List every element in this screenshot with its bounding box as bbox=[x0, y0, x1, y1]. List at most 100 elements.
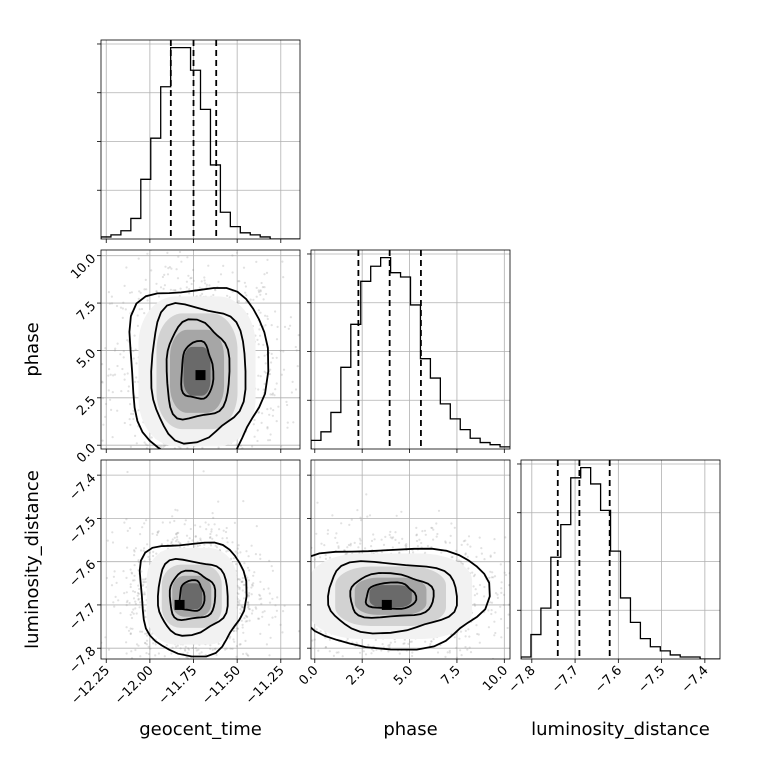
scatter-point bbox=[355, 641, 358, 644]
scatter-point bbox=[215, 534, 218, 537]
scatter-point bbox=[262, 298, 265, 301]
scatter-point bbox=[222, 529, 225, 532]
scatter-point bbox=[259, 293, 262, 296]
scatter-point bbox=[366, 515, 369, 518]
scatter-point bbox=[105, 576, 108, 580]
x-tick-label: −7.8 bbox=[506, 663, 539, 696]
scatter-point bbox=[292, 421, 295, 424]
scatter-point bbox=[348, 523, 351, 527]
scatter-point bbox=[242, 583, 245, 587]
scatter-point bbox=[336, 541, 339, 544]
scatter-point bbox=[168, 266, 171, 269]
scatter-point bbox=[113, 349, 116, 352]
scatter-point bbox=[144, 632, 147, 635]
scatter-point bbox=[289, 324, 292, 327]
scatter-point bbox=[493, 575, 497, 578]
scatter-point bbox=[188, 292, 191, 295]
scatter-point bbox=[106, 539, 109, 542]
scatter-point bbox=[271, 356, 274, 360]
scatter-point bbox=[225, 537, 228, 540]
scatter-point bbox=[382, 543, 386, 547]
scatter-point bbox=[111, 531, 114, 534]
scatter-point bbox=[236, 627, 239, 630]
scatter-point bbox=[252, 298, 255, 301]
scatter-point bbox=[132, 409, 135, 412]
scatter-point bbox=[270, 565, 273, 568]
scatter-point bbox=[395, 514, 398, 517]
histogram-geocent_time bbox=[101, 47, 300, 239]
y-tick-label: 10.0 bbox=[68, 251, 99, 282]
scatter-point bbox=[432, 638, 435, 641]
scatter-point bbox=[142, 578, 145, 581]
scatter-point bbox=[398, 541, 401, 545]
scatter-point bbox=[250, 612, 254, 615]
scatter-point bbox=[324, 557, 327, 561]
scatter-point bbox=[466, 555, 469, 558]
scatter-point bbox=[389, 536, 392, 539]
scatter-point bbox=[474, 588, 477, 591]
scatter-point bbox=[195, 649, 198, 652]
scatter-point bbox=[125, 576, 128, 580]
x-tick-label: 5.0 bbox=[391, 663, 416, 688]
scatter-point bbox=[264, 362, 267, 365]
scatter-point bbox=[357, 546, 360, 549]
scatter-point bbox=[246, 653, 249, 657]
scatter-point bbox=[489, 554, 492, 557]
x-tick-label: 2.5 bbox=[344, 663, 369, 688]
scatter-point bbox=[319, 630, 322, 633]
scatter-point bbox=[133, 550, 136, 553]
scatter-point bbox=[274, 388, 277, 391]
scatter-point bbox=[251, 583, 254, 586]
scatter-point bbox=[274, 615, 277, 618]
scatter-point bbox=[451, 555, 454, 559]
scatter-point bbox=[500, 636, 503, 639]
axes-frame bbox=[520, 459, 721, 660]
scatter-point bbox=[480, 552, 483, 555]
scatter-point bbox=[432, 528, 435, 531]
scatter-point bbox=[137, 560, 141, 564]
scatter-point bbox=[217, 280, 220, 283]
scatter-point bbox=[188, 537, 191, 540]
scatter-point bbox=[116, 364, 119, 368]
scatter-point bbox=[123, 421, 126, 425]
scatter-point bbox=[415, 534, 418, 537]
scatter-point bbox=[269, 407, 272, 410]
scatter-point bbox=[137, 592, 140, 595]
scatter-point bbox=[254, 606, 257, 609]
scatter-point bbox=[500, 591, 503, 595]
y-axis-label-luminosity_distance: luminosity_distance bbox=[22, 470, 43, 649]
scatter-point bbox=[244, 291, 247, 294]
scatter-point bbox=[187, 540, 190, 543]
scatter-point bbox=[226, 294, 229, 297]
scatter-point bbox=[259, 594, 262, 597]
scatter-point bbox=[125, 652, 128, 655]
scatter-point bbox=[130, 616, 134, 620]
scatter-point bbox=[259, 375, 262, 378]
scatter-point bbox=[319, 556, 322, 559]
x-axis-label-phase: phase bbox=[383, 719, 437, 740]
scatter-point bbox=[242, 266, 246, 269]
scatter-point bbox=[421, 530, 424, 533]
scatter-point bbox=[136, 591, 140, 595]
scatter-point bbox=[241, 626, 244, 629]
panel-luminosity_distance-hist: −7.8 −7.7 −7.6 −7.5 −7.4 luminosity_distance bbox=[506, 459, 721, 740]
scatter-point bbox=[140, 307, 144, 311]
scatter-point bbox=[135, 643, 139, 646]
scatter-point bbox=[235, 629, 238, 632]
scatter-point bbox=[159, 286, 163, 289]
scatter-point bbox=[480, 547, 483, 550]
scatter-point bbox=[175, 645, 178, 648]
scatter-point bbox=[398, 551, 401, 554]
scatter-point bbox=[239, 643, 242, 646]
scatter-point bbox=[129, 403, 132, 406]
scatter-point bbox=[359, 542, 362, 545]
scatter-point bbox=[178, 542, 181, 545]
scatter-point bbox=[145, 652, 148, 655]
scatter-point bbox=[420, 541, 423, 545]
scatter-point bbox=[483, 595, 486, 598]
scatter-point bbox=[180, 260, 183, 263]
scatter-point bbox=[238, 578, 241, 581]
scatter-point bbox=[247, 606, 250, 609]
scatter-point bbox=[461, 562, 464, 566]
scatter-point bbox=[108, 368, 111, 371]
